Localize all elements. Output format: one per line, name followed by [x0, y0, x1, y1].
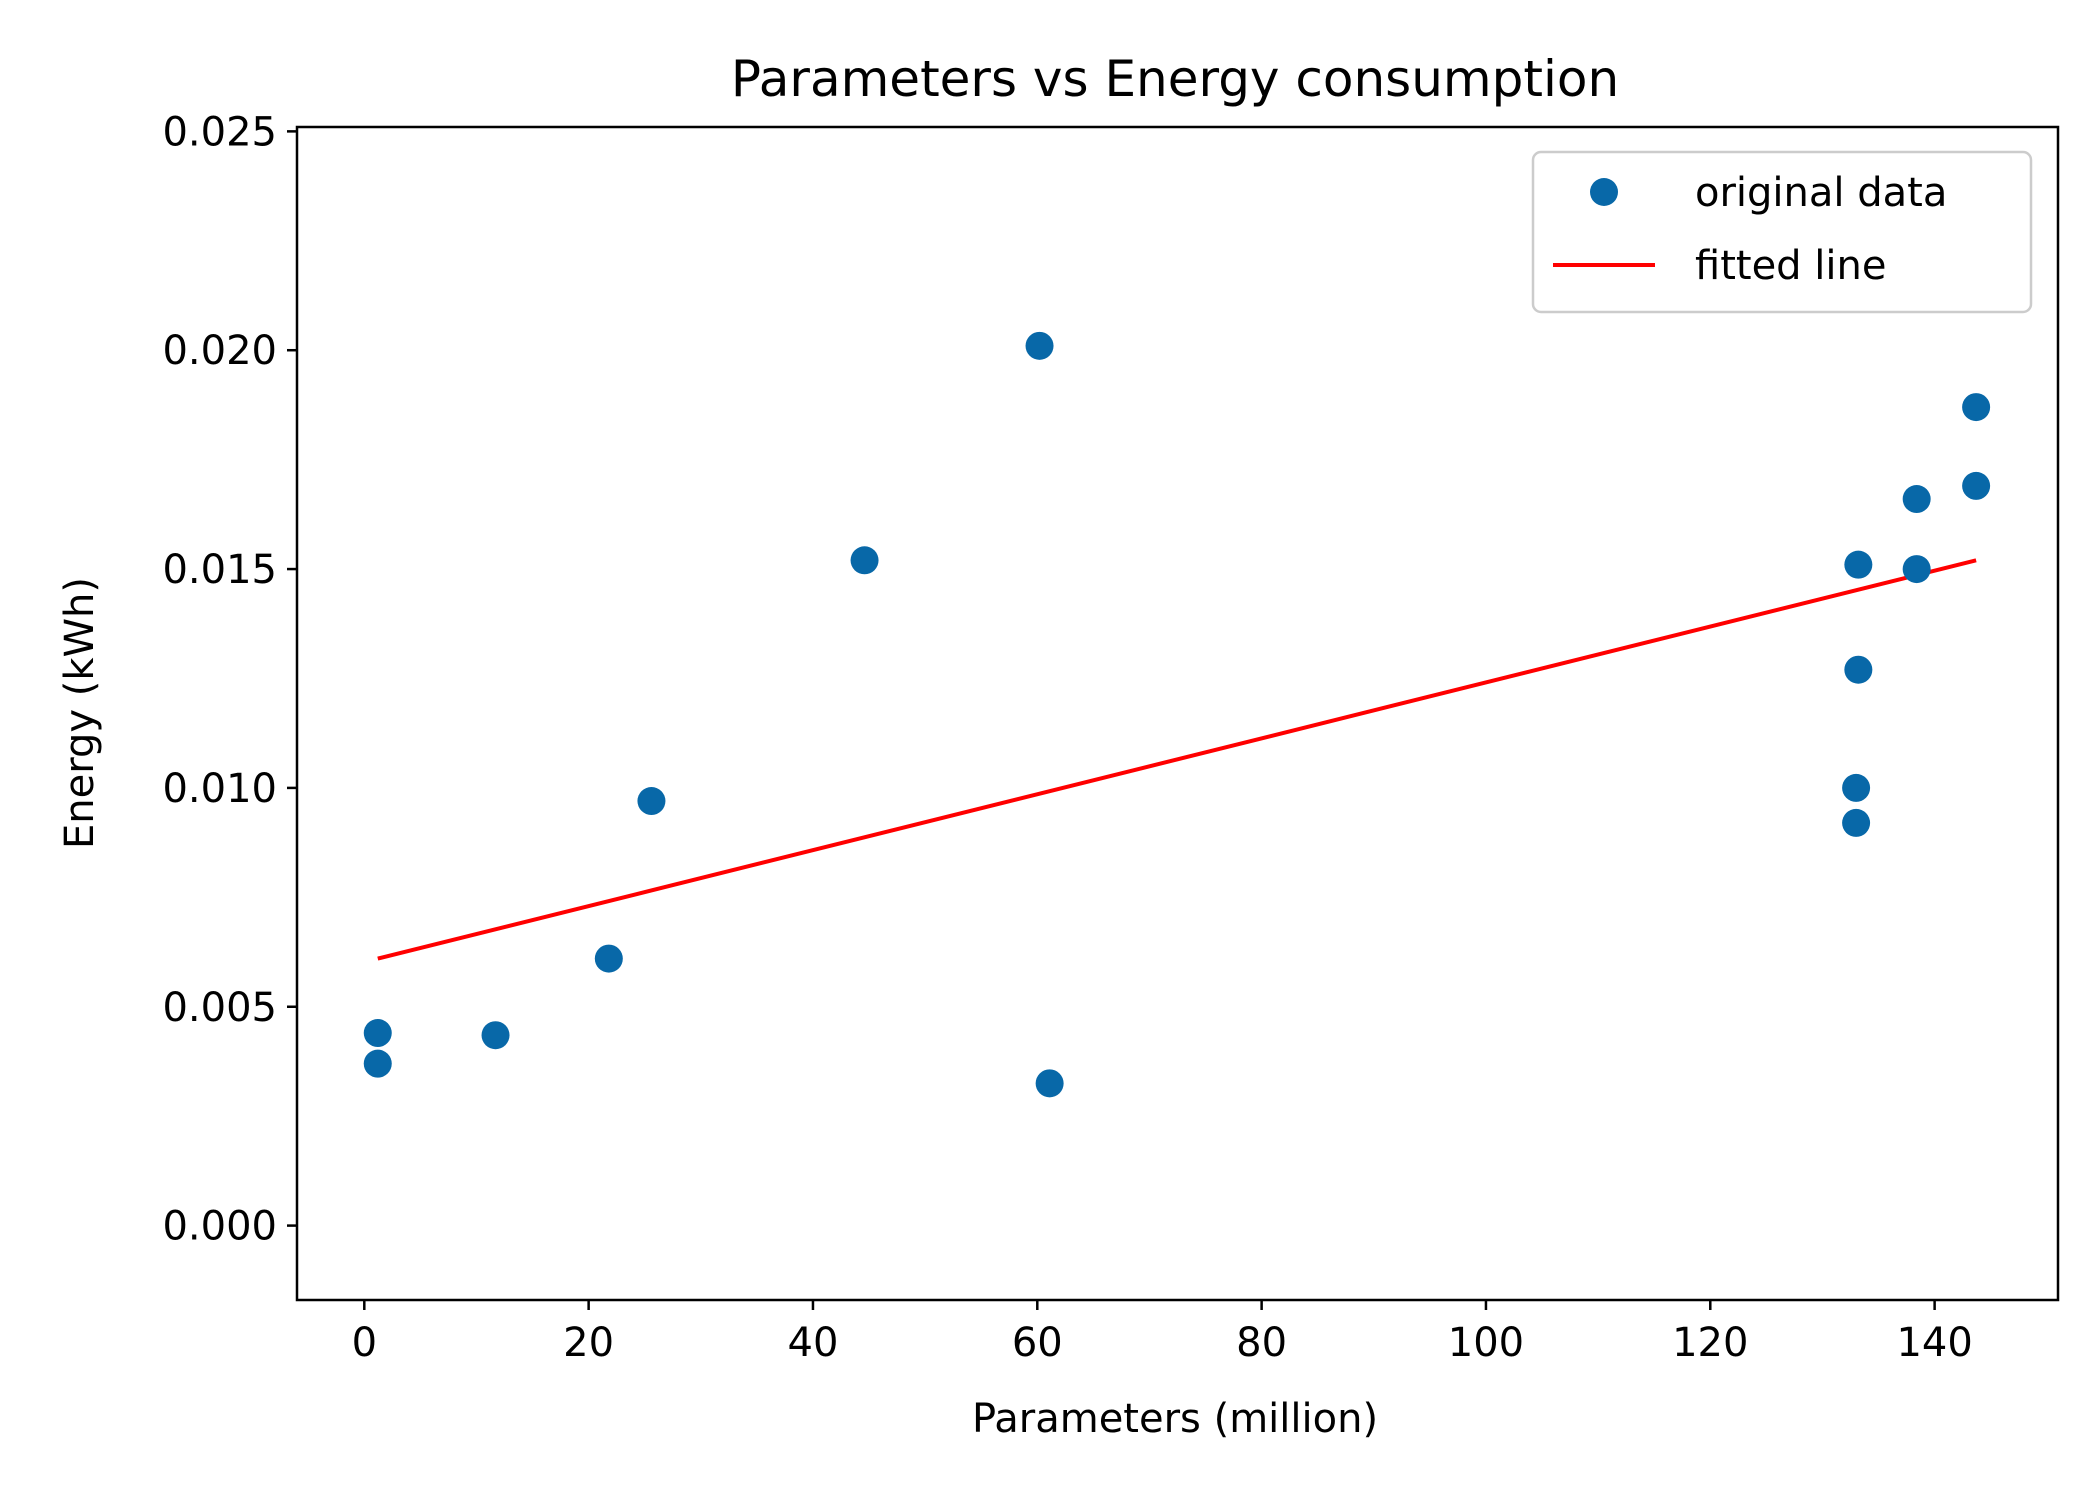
plot-area-frame	[295, 125, 2060, 1302]
y-tick-label: 0.010	[162, 766, 277, 812]
legend-marker-original-data	[1590, 178, 1618, 206]
data-point	[850, 546, 879, 575]
y-tick-label: 0.025	[162, 109, 277, 155]
x-tick-label: 120	[1672, 1320, 1748, 1366]
data-point	[1842, 808, 1871, 837]
data-point	[1902, 485, 1931, 514]
ticks-layer: 0 20 40 60 80 100 120 140 0.000 0.005 0.010 0.015 0.…	[162, 109, 1972, 1366]
data-point	[1902, 555, 1931, 584]
x-axis-title: Parameters (million)	[972, 1396, 1378, 1442]
legend: original data fitted line	[1531, 150, 2033, 314]
fit-line-layer	[377, 558, 1977, 961]
data-points-layer	[363, 331, 1991, 1098]
data-point	[363, 1019, 392, 1048]
y-tick-label: 0.020	[162, 328, 277, 374]
x-tick-label: 20	[563, 1320, 614, 1366]
data-point	[363, 1049, 392, 1078]
x-tick-label: 100	[1448, 1320, 1524, 1366]
data-point	[637, 787, 666, 816]
y-tick-label: 0.015	[162, 547, 277, 593]
data-point	[1962, 393, 1991, 422]
data-point	[1842, 773, 1871, 802]
fitted-line	[377, 558, 1977, 961]
y-tick-label: 0.005	[162, 985, 277, 1031]
legend-box	[1531, 150, 2033, 314]
data-point	[1844, 550, 1873, 579]
x-tick-label: 0	[352, 1320, 377, 1366]
data-point	[1025, 331, 1054, 360]
chart-title: Parameters vs Energy consumption	[731, 50, 1619, 108]
x-tick-label: 60	[1012, 1320, 1063, 1366]
data-point	[1035, 1069, 1064, 1098]
legend-label-original-data: original data	[1695, 170, 1947, 216]
x-tick-label: 80	[1236, 1320, 1287, 1366]
data-point	[1844, 655, 1873, 684]
data-point	[481, 1021, 510, 1050]
y-axis-title: Energy (kWh)	[57, 577, 103, 849]
data-point	[1962, 471, 1991, 500]
x-tick-label: 140	[1896, 1320, 1972, 1366]
x-tick-label: 40	[788, 1320, 839, 1366]
data-point	[594, 944, 623, 973]
y-tick-label: 0.000	[162, 1204, 277, 1250]
legend-label-fitted-line: fitted line	[1695, 243, 1886, 289]
